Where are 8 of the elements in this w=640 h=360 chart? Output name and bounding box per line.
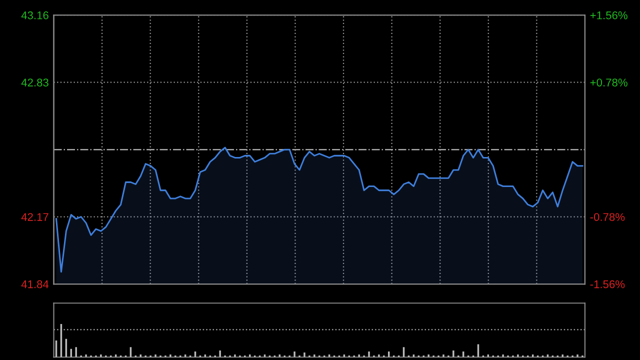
y-tick-label: 42.17	[21, 213, 48, 221]
y2-tick-label: -1.56%	[590, 280, 625, 288]
y2-tick-label: -0.78%	[590, 213, 625, 221]
y2-tick-label: +1.56%	[590, 11, 628, 20]
y-tick-label: 41.84	[21, 280, 49, 288]
y-tick-label: 42.83	[21, 78, 48, 86]
y2-tick-label: +0.78%	[590, 78, 628, 86]
y-tick-label: 43.16	[21, 11, 48, 20]
